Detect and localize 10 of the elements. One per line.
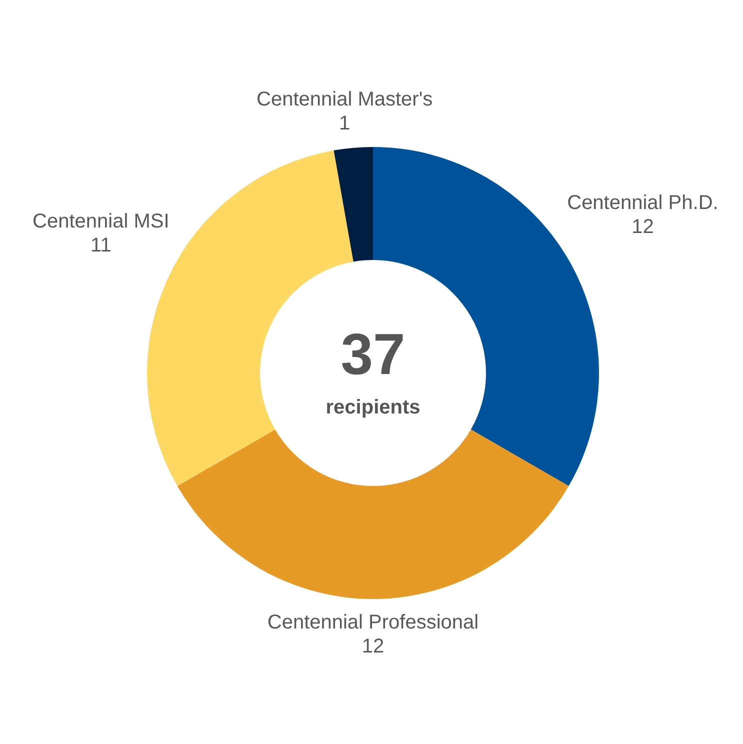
data-label: 1 bbox=[339, 112, 350, 134]
slice-label: Centennial Master's bbox=[256, 88, 433, 110]
data-label: 12 bbox=[632, 216, 654, 238]
data-label: 11 bbox=[90, 234, 112, 257]
data-label: 12 bbox=[362, 636, 384, 658]
slice-label: Centennial Ph.D. bbox=[567, 192, 718, 214]
slice-label: Centennial Professional bbox=[267, 612, 479, 634]
text: recipients bbox=[326, 396, 420, 419]
slice-label: Centennial MSI bbox=[32, 210, 170, 233]
text: 37 bbox=[340, 322, 406, 387]
